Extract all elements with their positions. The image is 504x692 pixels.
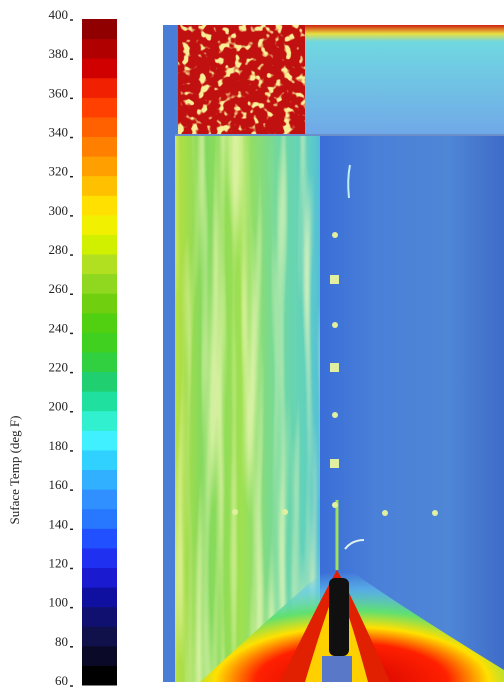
- color-band: [82, 274, 117, 294]
- color-band: [82, 234, 117, 254]
- color-band: [82, 470, 117, 490]
- color-band: [82, 411, 117, 431]
- color-band: [82, 372, 117, 392]
- color-band: [82, 293, 117, 313]
- color-band: [82, 254, 117, 274]
- color-band: [82, 646, 117, 666]
- color-band: [82, 665, 117, 685]
- y-tick-label: 340: [49, 125, 69, 140]
- y-tick-label: 380: [49, 46, 69, 61]
- y-tick-label: 320: [49, 164, 69, 179]
- y-tick-label: 120: [49, 555, 69, 570]
- y-tick-label: 360: [49, 85, 69, 100]
- thermal-image: [163, 25, 504, 682]
- color-band: [82, 607, 117, 627]
- color-band: [82, 195, 117, 215]
- y-tick-label: 300: [49, 203, 69, 218]
- color-band: [82, 352, 117, 372]
- color-band: [82, 587, 117, 607]
- y-tick-label: 260: [49, 281, 69, 296]
- chart: Suface Temp (deg F) 60 80 100 120 140 160 180 2…: [0, 0, 504, 687]
- color-band: [82, 313, 117, 333]
- axis-label: Suface Temp (deg F): [7, 416, 22, 525]
- color-band: [82, 215, 117, 235]
- y-tick-label: 400: [49, 7, 69, 22]
- y-tick-label: 200: [49, 399, 69, 414]
- color-band: [82, 626, 117, 646]
- color-band: [82, 176, 117, 196]
- color-band: [82, 430, 117, 450]
- color-band: [82, 97, 117, 117]
- page: {"chart_data": {"type": "colorbar", "axi…: [0, 0, 504, 687]
- color-band: [82, 509, 117, 529]
- color-band: [82, 528, 117, 548]
- color-band: [82, 548, 117, 568]
- color-band: [82, 391, 117, 411]
- color-band: [82, 489, 117, 509]
- color-band: [82, 39, 117, 59]
- y-tick-label: 60: [55, 673, 68, 687]
- y-tick-label: 220: [49, 360, 69, 375]
- color-band: [82, 19, 117, 39]
- color-band: [82, 58, 117, 78]
- y-tick-label: 240: [49, 320, 69, 335]
- y-tick-label: 140: [49, 516, 69, 531]
- color-band: [82, 156, 117, 176]
- color-band: [82, 137, 117, 157]
- y-tick-label: 160: [49, 477, 69, 492]
- color-band: [82, 567, 117, 587]
- color-band: [82, 450, 117, 470]
- y-tick-label: 80: [55, 634, 68, 649]
- y-tick-label: 180: [49, 438, 69, 453]
- y-tick-label: 100: [49, 595, 69, 610]
- color-band: [82, 117, 117, 137]
- color-band: [82, 78, 117, 98]
- y-tick-label: 280: [49, 242, 69, 257]
- color-band: [82, 332, 117, 352]
